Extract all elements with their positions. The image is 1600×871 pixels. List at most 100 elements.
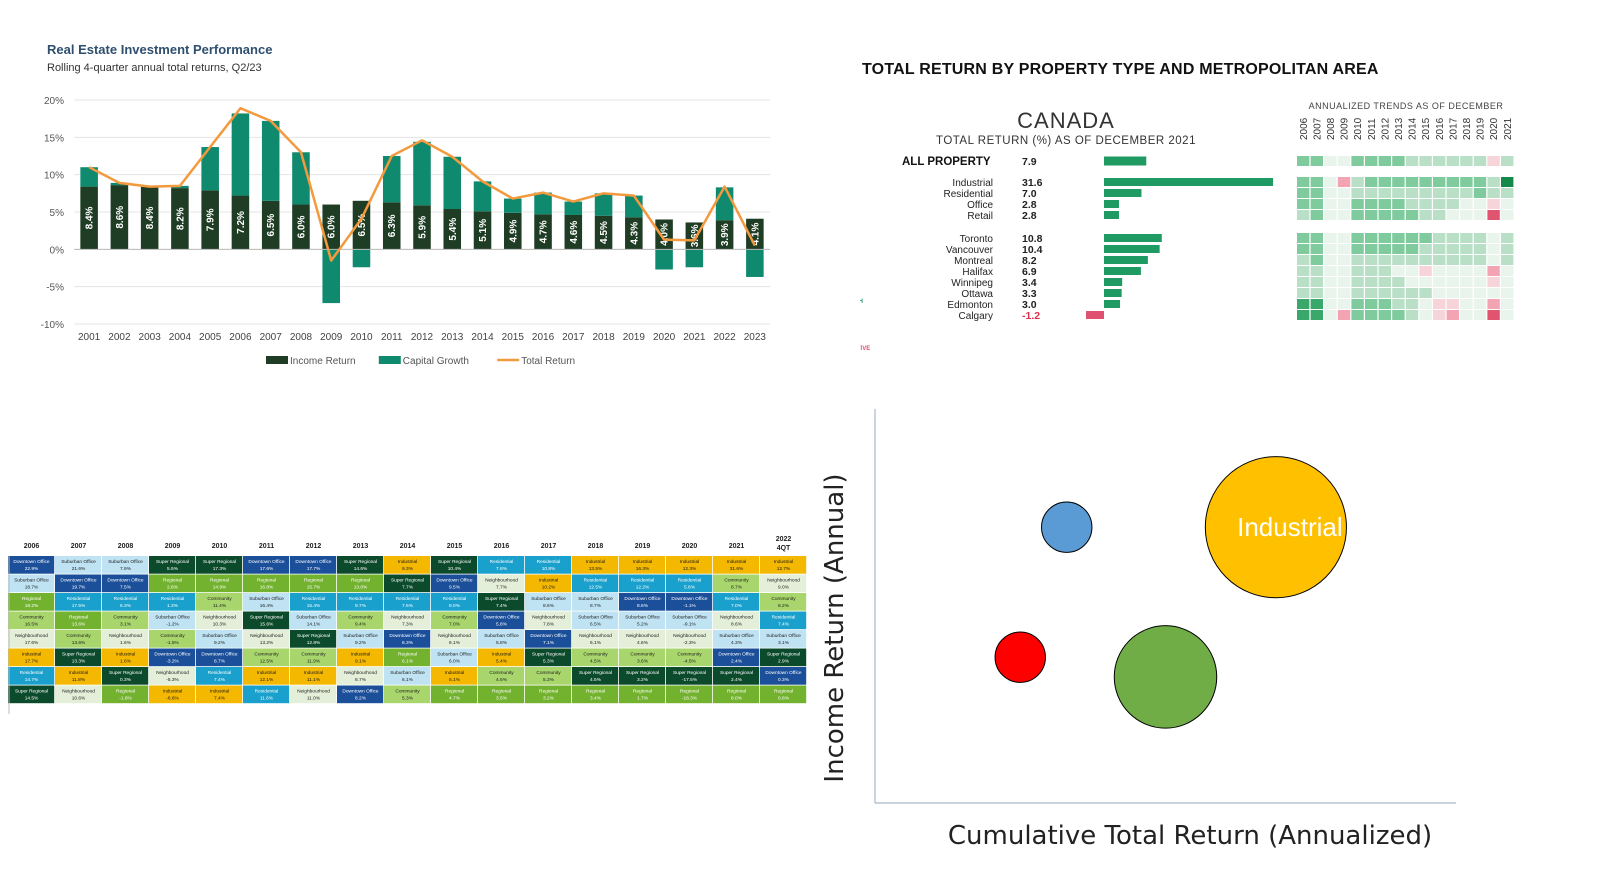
table-cell [149, 648, 196, 667]
heat-cell [1337, 210, 1351, 220]
table-cell-value: 2.9% [778, 659, 790, 665]
capital-bar [564, 201, 583, 215]
heat-cell [1310, 310, 1323, 320]
table-cell [290, 574, 337, 593]
heat-cell [1297, 244, 1310, 254]
heat-cell [1405, 277, 1419, 287]
table-cell-name: Residential [161, 596, 185, 602]
heat-cell [1433, 266, 1446, 276]
table-cell-name: Neighbourhood [532, 615, 565, 621]
heat-cell [1446, 299, 1459, 309]
heat-cell [1419, 288, 1432, 298]
table-cell [713, 630, 760, 648]
capital-bar [261, 120, 280, 201]
table-cell [149, 685, 196, 704]
income-bar-label: 4.5% [599, 221, 610, 244]
heat-cell [1324, 233, 1337, 243]
income-bar [655, 219, 673, 250]
table-cell-name: Suburban Office [108, 559, 143, 565]
row-label: Halifax [962, 267, 993, 278]
heat-year-label: 2010 [1353, 117, 1364, 140]
heat-cell [1460, 288, 1473, 298]
table-cell [713, 593, 760, 611]
table-cell [431, 556, 478, 574]
table-cell-name: Suburban Office [296, 615, 331, 621]
income-bar [261, 200, 280, 250]
table-cell [384, 667, 431, 685]
heat-cell [1433, 233, 1446, 243]
heat-cell [1446, 199, 1459, 209]
table-cell-value: 13.3% [72, 659, 86, 665]
row-bar [1104, 256, 1148, 264]
table-cell-value: 12.5% [589, 585, 603, 591]
row-value: 3.3 [1022, 288, 1037, 300]
heat-cell [1460, 177, 1473, 187]
table-cell-value: 19.7% [72, 585, 86, 591]
table-cell-value: 7.4% [214, 696, 226, 702]
table-cell [102, 574, 149, 593]
row-bar [1104, 300, 1121, 308]
income-bar [625, 217, 643, 250]
table-cell-value: 13.6% [72, 622, 86, 628]
table-cell-name: Super Regional [626, 670, 659, 676]
x-tick-label: 2006 [229, 332, 252, 343]
table-cell [290, 611, 337, 630]
heat-cell [1365, 210, 1378, 220]
income-bar [594, 215, 613, 250]
heat-cell [1310, 177, 1323, 187]
capital-bar [655, 249, 673, 270]
table-cell-name: Residential [537, 559, 561, 565]
table-cell-name: Community [19, 615, 44, 621]
heat-cell [1419, 255, 1432, 265]
table-cell-name: Suburban Office [202, 633, 237, 639]
table-cell-value: 10.3% [213, 622, 227, 628]
bubble [1113, 625, 1218, 729]
heat-cell [1324, 188, 1337, 198]
bubble-x-axis-label: Cumulative Total Return (Annualized) [947, 821, 1433, 851]
table-cell-name: Neighbourhood [297, 689, 330, 695]
income-bar-label: 5.9% [418, 216, 429, 239]
table-cell-name: Regional [210, 578, 229, 584]
table-year-header: 2017 [541, 543, 557, 550]
table-cell-name: Super Regional [156, 559, 189, 565]
table-cell [713, 556, 760, 574]
table-cell-value: 0.3% [778, 677, 790, 683]
heat-cell [1433, 199, 1446, 209]
x-tick-label: 2008 [290, 332, 313, 343]
table-cell [572, 611, 619, 630]
heat-cell [1392, 277, 1405, 287]
heat-cell [1392, 255, 1405, 265]
income-bar-label: 8.4% [85, 206, 96, 229]
table-cell-name: Regional [539, 689, 558, 695]
panel1-subtitle: Rolling 4-quarter annual total returns, … [47, 62, 262, 74]
income-bar-label: 4.7% [539, 220, 550, 243]
table-cell-name: Suburban Office [343, 633, 378, 639]
table-cell [55, 630, 102, 648]
heat-cell [1365, 244, 1378, 254]
capital-bar [534, 192, 552, 215]
x-tick-label: 2019 [623, 332, 646, 343]
table-cell-value: 5.3% [402, 696, 414, 702]
table-cell [431, 611, 478, 630]
table-cell [478, 611, 525, 630]
heat-year-label: 2009 [1340, 117, 1351, 140]
table-cell-value: 3.2% [637, 677, 649, 683]
heat-cell [1378, 233, 1391, 243]
row-bar [1104, 156, 1147, 166]
heat-cell [1501, 310, 1514, 320]
y-tick-label: 10% [44, 171, 64, 182]
income-bar-label: 5.1% [478, 219, 489, 242]
income-bar [352, 200, 371, 250]
table-cell-name: Downtown Office [765, 670, 802, 676]
table-cell-value: 12.1% [260, 677, 274, 683]
table-cell [384, 593, 431, 611]
table-cell [243, 685, 290, 704]
table-cell-value: 9.4% [355, 622, 367, 628]
x-tick-label: 2012 [411, 332, 434, 343]
table-cell-name: Regional [774, 689, 793, 695]
table-cell [55, 556, 102, 574]
heat-cell [1473, 188, 1487, 198]
table-cell-value: 5.5% [167, 566, 179, 572]
heat-cell [1392, 210, 1405, 220]
income-bar [231, 195, 250, 250]
